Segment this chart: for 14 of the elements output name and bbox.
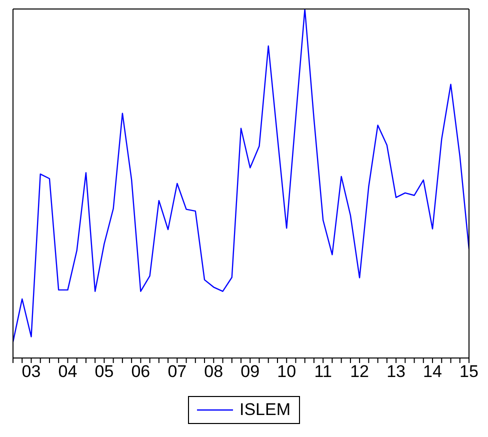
x-tick-label: 05 — [94, 362, 114, 382]
x-tick-label: 12 — [350, 362, 370, 382]
x-tick-label: 13 — [386, 362, 406, 382]
x-tick-label: 14 — [423, 362, 442, 382]
x-tick-label: 10 — [277, 362, 296, 382]
legend-label: ISLEM — [239, 400, 291, 420]
x-tick-label: 15 — [460, 362, 478, 382]
x-tick-label: 06 — [131, 362, 150, 382]
x-tick-label: 03 — [22, 362, 41, 382]
x-tick-label: 11 — [314, 362, 332, 382]
x-tick-label: 07 — [168, 362, 187, 382]
x-tick-label: 09 — [240, 362, 260, 382]
x-tick-label: 04 — [58, 362, 78, 382]
x-tick-label: 08 — [204, 362, 224, 382]
